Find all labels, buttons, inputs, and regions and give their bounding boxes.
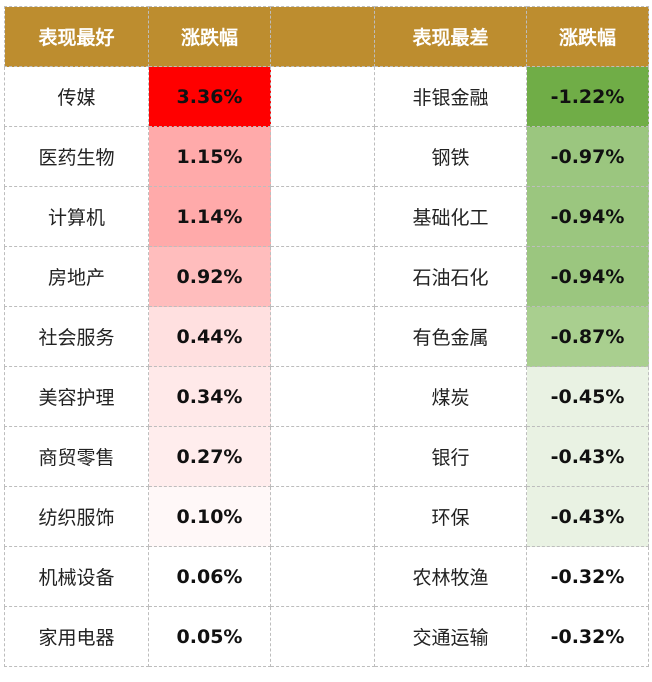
gap-cell [270, 606, 375, 667]
gap-cell [270, 546, 375, 607]
worst-sector-name: 煤炭 [374, 366, 527, 427]
table-row: 纺织服饰 0.10% 环保 -0.43% [4, 486, 649, 547]
best-sector-change: 1.14% [148, 186, 271, 247]
table-row: 家用电器 0.05% 交通运输 -0.32% [4, 606, 649, 667]
worst-sector-name: 石油石化 [374, 246, 527, 307]
table-row: 房地产 0.92% 石油石化 -0.94% [4, 246, 649, 307]
header-row: 表现最好 涨跌幅 表现最差 涨跌幅 [4, 6, 649, 67]
best-sector-name: 美容护理 [4, 366, 149, 427]
best-sector-change: 0.44% [148, 306, 271, 367]
header-worst: 表现最差 [374, 6, 527, 67]
table-row: 计算机 1.14% 基础化工 -0.94% [4, 186, 649, 247]
best-sector-name: 医药生物 [4, 126, 149, 187]
worst-sector-name: 有色金属 [374, 306, 527, 367]
header-change: 涨跌幅 [148, 6, 271, 67]
worst-sector-name: 农林牧渔 [374, 546, 527, 607]
worst-sector-change: -0.94% [526, 246, 649, 307]
best-sector-name: 传媒 [4, 66, 149, 127]
gap-cell [270, 246, 375, 307]
worst-sector-change: -1.22% [526, 66, 649, 127]
header-gap [270, 6, 375, 67]
header-change-2: 涨跌幅 [526, 6, 649, 67]
gap-cell [270, 126, 375, 187]
performance-table: 表现最好 涨跌幅 表现最差 涨跌幅 传媒 3.36% 非银金融 -1.22% 医药生物 1… [4, 6, 649, 667]
best-sector-name: 社会服务 [4, 306, 149, 367]
worst-sector-change: -0.87% [526, 306, 649, 367]
best-sector-change: 0.27% [148, 426, 271, 487]
worst-sector-change: -0.43% [526, 426, 649, 487]
gap-cell [270, 426, 375, 487]
table-row: 传媒 3.36% 非银金融 -1.22% [4, 66, 649, 127]
best-sector-change: 0.34% [148, 366, 271, 427]
worst-sector-name: 环保 [374, 486, 527, 547]
table-row: 社会服务 0.44% 有色金属 -0.87% [4, 306, 649, 367]
best-sector-change: 0.06% [148, 546, 271, 607]
worst-sector-change: -0.43% [526, 486, 649, 547]
gap-cell [270, 186, 375, 247]
best-sector-change: 0.92% [148, 246, 271, 307]
worst-sector-change: -0.32% [526, 546, 649, 607]
worst-sector-name: 基础化工 [374, 186, 527, 247]
best-sector-change: 0.10% [148, 486, 271, 547]
best-sector-change: 3.36% [148, 66, 271, 127]
best-sector-name: 房地产 [4, 246, 149, 307]
worst-sector-change: -0.94% [526, 186, 649, 247]
header-best: 表现最好 [4, 6, 149, 67]
best-sector-name: 商贸零售 [4, 426, 149, 487]
best-sector-name: 家用电器 [4, 606, 149, 667]
best-sector-change: 1.15% [148, 126, 271, 187]
table-row: 医药生物 1.15% 钢铁 -0.97% [4, 126, 649, 187]
best-sector-name: 计算机 [4, 186, 149, 247]
best-sector-name: 纺织服饰 [4, 486, 149, 547]
table-body: 传媒 3.36% 非银金融 -1.22% 医药生物 1.15% 钢铁 -0.97% 计算机 1.1… [4, 66, 649, 667]
worst-sector-change: -0.97% [526, 126, 649, 187]
gap-cell [270, 486, 375, 547]
table-row: 机械设备 0.06% 农林牧渔 -0.32% [4, 546, 649, 607]
worst-sector-name: 非银金融 [374, 66, 527, 127]
worst-sector-change: -0.32% [526, 606, 649, 667]
gap-cell [270, 66, 375, 127]
worst-sector-name: 钢铁 [374, 126, 527, 187]
worst-sector-name: 银行 [374, 426, 527, 487]
table-row: 美容护理 0.34% 煤炭 -0.45% [4, 366, 649, 427]
table-row: 商贸零售 0.27% 银行 -0.43% [4, 426, 649, 487]
worst-sector-change: -0.45% [526, 366, 649, 427]
gap-cell [270, 366, 375, 427]
best-sector-name: 机械设备 [4, 546, 149, 607]
worst-sector-name: 交通运输 [374, 606, 527, 667]
best-sector-change: 0.05% [148, 606, 271, 667]
gap-cell [270, 306, 375, 367]
